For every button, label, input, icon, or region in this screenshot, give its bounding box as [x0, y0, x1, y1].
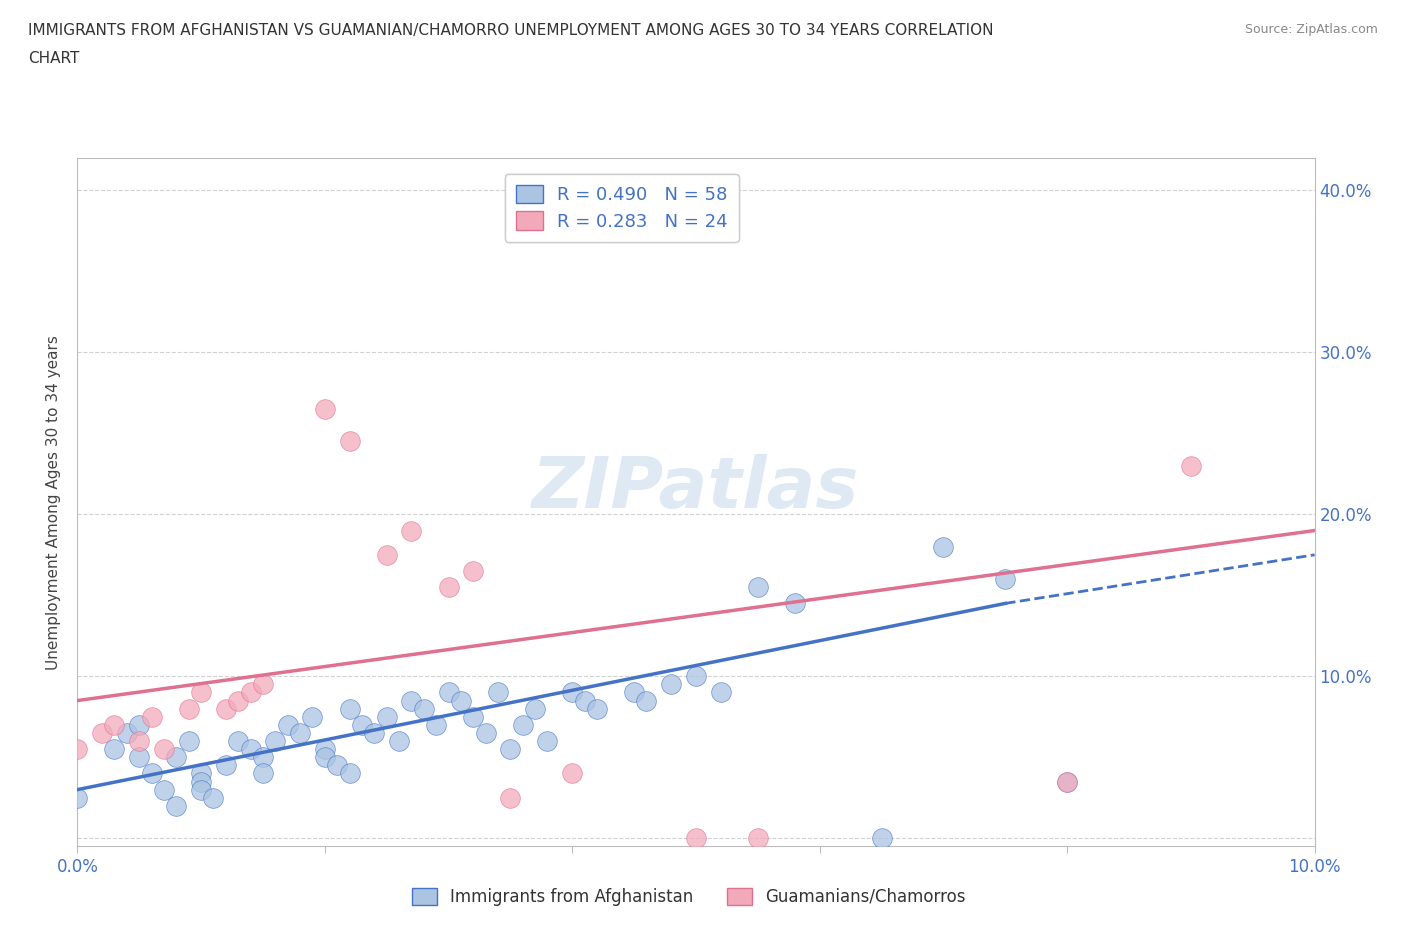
Point: [128, 734, 150, 749]
Point: [301, 710, 323, 724]
Point: [314, 750, 336, 764]
Point: [783, 596, 806, 611]
Legend: R = 0.490   N = 58, R = 0.283   N = 24: R = 0.490 N = 58, R = 0.283 N = 24: [505, 174, 738, 242]
Point: [153, 782, 176, 797]
Point: [202, 790, 225, 805]
Point: [499, 790, 522, 805]
Point: [153, 742, 176, 757]
Point: [747, 579, 769, 594]
Point: [747, 830, 769, 845]
Point: [1056, 774, 1078, 789]
Point: [165, 798, 187, 813]
Point: [339, 701, 361, 716]
Point: [252, 677, 274, 692]
Point: [474, 725, 496, 740]
Point: [685, 669, 707, 684]
Point: [339, 434, 361, 449]
Point: [326, 758, 349, 773]
Point: [388, 734, 411, 749]
Point: [412, 701, 434, 716]
Point: [401, 523, 423, 538]
Point: [375, 548, 398, 563]
Point: [288, 725, 311, 740]
Point: [103, 717, 125, 732]
Point: [375, 710, 398, 724]
Point: [463, 564, 485, 578]
Point: [190, 774, 212, 789]
Point: [190, 782, 212, 797]
Point: [623, 685, 645, 700]
Point: [128, 750, 150, 764]
Point: [190, 766, 212, 781]
Point: [339, 766, 361, 781]
Point: [252, 750, 274, 764]
Point: [536, 734, 558, 749]
Point: [512, 717, 534, 732]
Point: [450, 693, 472, 708]
Point: [363, 725, 385, 740]
Text: ZIPatlas: ZIPatlas: [533, 454, 859, 523]
Point: [226, 693, 249, 708]
Point: [239, 685, 262, 700]
Point: [437, 685, 460, 700]
Point: [215, 758, 238, 773]
Point: [103, 742, 125, 757]
Point: [165, 750, 187, 764]
Text: IMMIGRANTS FROM AFGHANISTAN VS GUAMANIAN/CHAMORRO UNEMPLOYMENT AMONG AGES 30 TO : IMMIGRANTS FROM AFGHANISTAN VS GUAMANIAN…: [28, 23, 994, 38]
Point: [128, 717, 150, 732]
Point: [994, 572, 1017, 587]
Point: [252, 766, 274, 781]
Point: [115, 725, 138, 740]
Legend: Immigrants from Afghanistan, Guamanians/Chamorros: Immigrants from Afghanistan, Guamanians/…: [405, 881, 973, 912]
Point: [1180, 458, 1202, 473]
Point: [659, 677, 682, 692]
Point: [314, 402, 336, 417]
Point: [463, 710, 485, 724]
Point: [190, 685, 212, 700]
Point: [177, 701, 200, 716]
Point: [239, 742, 262, 757]
Point: [141, 710, 163, 724]
Point: [277, 717, 299, 732]
Point: [486, 685, 509, 700]
Point: [425, 717, 447, 732]
Point: [177, 734, 200, 749]
Point: [437, 579, 460, 594]
Point: [401, 693, 423, 708]
Point: [561, 766, 583, 781]
Point: [226, 734, 249, 749]
Text: Source: ZipAtlas.com: Source: ZipAtlas.com: [1244, 23, 1378, 36]
Point: [685, 830, 707, 845]
Point: [141, 766, 163, 781]
Point: [636, 693, 658, 708]
Point: [1056, 774, 1078, 789]
Point: [350, 717, 373, 732]
Point: [574, 693, 596, 708]
Point: [524, 701, 547, 716]
Point: [91, 725, 114, 740]
Point: [870, 830, 893, 845]
Y-axis label: Unemployment Among Ages 30 to 34 years: Unemployment Among Ages 30 to 34 years: [46, 335, 62, 670]
Point: [215, 701, 238, 716]
Point: [66, 790, 89, 805]
Point: [561, 685, 583, 700]
Point: [932, 539, 955, 554]
Point: [264, 734, 287, 749]
Text: CHART: CHART: [28, 51, 80, 66]
Point: [586, 701, 609, 716]
Point: [499, 742, 522, 757]
Point: [710, 685, 733, 700]
Point: [314, 742, 336, 757]
Point: [66, 742, 89, 757]
